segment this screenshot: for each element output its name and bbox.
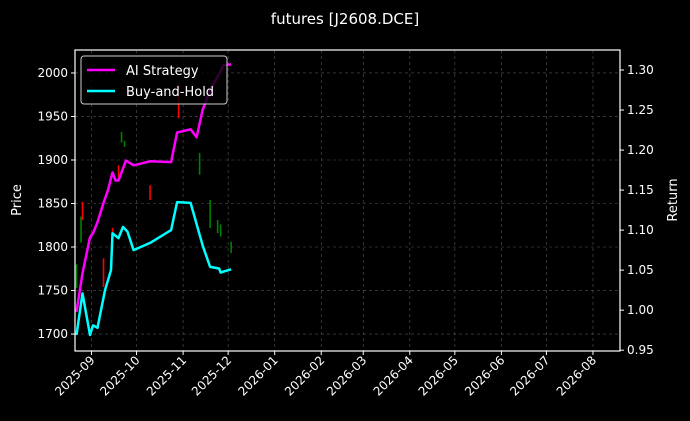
candles [75,83,232,288]
candle [117,165,120,178]
y-tick-label: 1950 [37,109,68,123]
y-axis-left: 1700 1750 1800 1850 1900 1950 2000 [37,66,75,341]
y2-tick-label: 1.30 [627,63,654,77]
y-tick-label: 1750 [37,284,68,298]
candle [75,264,78,288]
x-tick-label: 2026-07 [507,353,552,398]
y2-tick-label: 1.15 [627,183,654,197]
candle [102,258,105,288]
y-tick-label: 1800 [37,240,68,254]
legend-box [80,55,228,105]
candle [216,220,219,234]
candle [209,200,211,228]
candle [80,216,82,243]
y-axis-right: 0.95 1.00 1.05 1.10 1.15 1.20 1.25 1.30 [620,63,654,357]
plot-frame [74,49,621,352]
x-tick-label: 2026-03 [324,353,369,398]
candle [123,140,126,147]
y2-tick-label: 1.25 [627,103,654,117]
candle [230,241,232,254]
y-axis-label: Price [10,184,25,216]
y-tick-label: 2000 [37,66,68,80]
candle [81,201,84,221]
candle [149,185,151,201]
candle [219,224,222,237]
legend: AI Strategy Buy-and-Hold [80,55,228,105]
legend-label-bh: Buy-and-Hold [126,85,214,100]
y2-tick-label: 1.20 [627,143,654,157]
x-tick-label: 2025-09 [52,353,97,398]
y-tick-label: 1700 [37,327,68,341]
candle [111,227,114,236]
x-tick-label: 2026-06 [462,353,507,398]
x-tick-label: 2026-02 [282,353,327,398]
x-tick-label: 2025-12 [189,353,234,398]
x-tick-label: 2026-08 [554,353,599,398]
x-axis: 2025-09 2025-10 2025-11 2025-12 2026-01 2026-… [52,351,599,399]
y2-tick-label: 1.10 [627,223,654,237]
y-tick-label: 1850 [37,197,68,211]
y2-tick-label: 1.05 [627,263,654,277]
y2-tick-label: 0.95 [627,343,654,357]
x-tick-label: 2026-05 [416,353,461,398]
x-tick-label: 2025-10 [97,353,142,398]
chart-title: futures [J2608.DCE] [271,10,419,28]
grid [75,50,620,351]
candle [198,153,201,175]
x-tick-label: 2026-04 [371,353,416,398]
series-lines [75,63,232,337]
y-tick-label: 1900 [37,153,68,167]
legend-label-ai: AI Strategy [126,64,199,79]
candle [120,132,123,143]
x-tick-label: 2026-01 [235,353,280,398]
y2-tick-label: 1.00 [627,303,654,317]
x-tick-label: 2025-11 [144,353,189,398]
y2-axis-label: Return [666,178,681,221]
buy-and-hold-line [75,200,232,337]
